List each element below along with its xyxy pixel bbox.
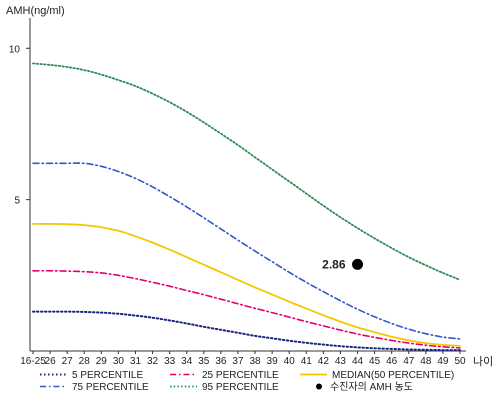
x-tick-label: 26 (45, 356, 57, 367)
x-tick-label: 40 (284, 356, 296, 367)
x-tick-label: 41 (301, 356, 313, 367)
x-tick-label: 50 (454, 356, 466, 367)
legend-marker-patient (316, 383, 322, 390)
y-tick-labels: 5 10 (9, 44, 30, 207)
series-line-0 (32, 310, 461, 352)
x-tick-label: 39 (267, 356, 279, 367)
x-tick-label: 34 (181, 356, 193, 367)
y-tick-label: 5 (14, 196, 20, 207)
x-tick-label: 27 (62, 356, 74, 367)
series-line-1 (32, 269, 461, 349)
legend-label-patient: 수진자의 AMH 농도 (330, 381, 413, 393)
series-line-4 (32, 62, 461, 281)
x-tick-label: 47 (403, 356, 415, 367)
x-tick-label: 38 (249, 356, 261, 367)
patient-marker-group: 2.86 (322, 257, 364, 271)
x-tick-label: 35 (198, 356, 210, 367)
x-tick-label: 28 (79, 356, 91, 367)
x-tick-label: 42 (318, 356, 330, 367)
x-tick-label: 37 (232, 356, 244, 367)
x-tick-label: 30 (113, 356, 125, 367)
x-tick-label: 33 (164, 356, 176, 367)
legend-label-3: 75 PERCENTILE (72, 382, 149, 393)
legend-label-1: 25 PERCENTILE (202, 370, 279, 381)
y-axis-label: AMH(ng/ml) (6, 5, 65, 17)
x-tick-label: 31 (130, 356, 142, 367)
chart-axes (29, 18, 466, 352)
series-lines (32, 62, 461, 352)
x-tick-label: 29 (96, 356, 108, 367)
legend-label-2: MEDIAN(50 PERCENTILE) (332, 370, 454, 381)
series-line-2 (32, 222, 461, 347)
legend-label-4: 95 PERCENTILE (202, 382, 279, 393)
patient-amh-point (352, 258, 364, 270)
x-tick-label: 49 (437, 356, 449, 367)
x-tick-label: 16-25 (20, 356, 46, 367)
x-tick-label: 44 (352, 356, 364, 367)
x-tick-label: 36 (215, 356, 227, 367)
x-tick-label: 43 (335, 356, 347, 367)
x-axis-unit-label: 나이 (473, 355, 493, 368)
series-line-3 (32, 162, 461, 340)
patient-amh-value-label: 2.86 (322, 257, 346, 271)
x-tick-label: 48 (420, 356, 432, 367)
x-tick-label: 45 (369, 356, 381, 367)
x-tick-label: 46 (386, 356, 398, 367)
legend-label-0: 5 PERCENTILE (72, 370, 143, 381)
y-tick-label: 10 (9, 44, 21, 55)
x-tick-label: 32 (147, 356, 159, 367)
legend: 5 PERCENTILE 25 PERCENTILE MEDIAN(50 PERCE… (40, 370, 454, 393)
